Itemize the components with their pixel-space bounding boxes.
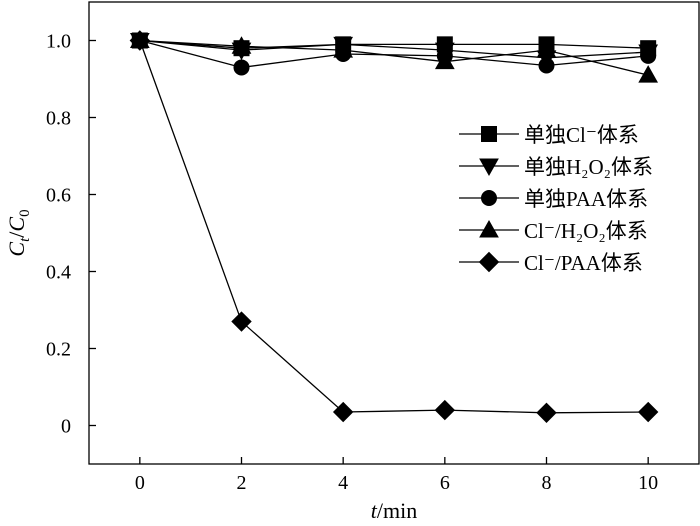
legend-label: 单独H₂O₂体系 <box>524 155 653 179</box>
y-tick-label: 0 <box>61 416 71 438</box>
data-point <box>434 399 456 421</box>
data-point <box>129 30 151 51</box>
data-point <box>638 65 659 83</box>
series-line <box>139 40 649 414</box>
legend-marker <box>481 190 497 206</box>
series-lines <box>129 30 659 424</box>
legend-marker <box>479 219 499 238</box>
x-axis-title: t/min <box>371 498 417 523</box>
data-point <box>332 401 354 423</box>
legend-label: 单独PAA体系 <box>524 187 648 211</box>
y-axis-separator: / <box>4 231 29 238</box>
x-axis-unit: /min <box>377 498 417 523</box>
x-tick-label: 0 <box>135 472 145 494</box>
data-point <box>536 402 557 424</box>
series-diamond <box>129 30 659 424</box>
x-tick-label: 6 <box>440 472 450 494</box>
series-line <box>139 39 649 69</box>
data-point <box>333 40 354 58</box>
y-tick-label: 0.2 <box>46 339 71 361</box>
series-line <box>139 39 649 76</box>
legend-marker <box>478 251 500 273</box>
series-circle <box>131 32 657 76</box>
data-point <box>536 40 557 58</box>
data-point <box>640 47 657 64</box>
data-point <box>231 36 252 54</box>
legend-item: 单独PAA体系 <box>459 187 648 211</box>
data-point <box>233 59 250 76</box>
legend-label: Cl⁻/H₂O₂体系 <box>524 219 648 243</box>
y-tick-label: 0.6 <box>46 185 71 207</box>
series-triangle-up <box>129 30 659 83</box>
y-tick-label: 1.0 <box>46 31 71 53</box>
axis-ticks: 0 2 4 6 8 10 0 0.2 0.4 0.6 0.8 1.0 <box>46 31 658 495</box>
y-axis-subscript-1: t <box>17 237 33 242</box>
series-triangle-down <box>129 33 659 68</box>
x-tick-label: 2 <box>237 472 247 494</box>
legend-item: 单独H₂O₂体系 <box>459 155 653 179</box>
plot-area-frame <box>88 1 700 465</box>
y-axis-variable-1: C <box>4 242 29 257</box>
y-axis-variable-2: C <box>4 217 29 232</box>
series-line <box>139 39 649 59</box>
series-line <box>139 39 649 49</box>
legend-label: Cl⁻/PAA体系 <box>524 251 643 275</box>
x-axis-variable: t <box>371 498 378 523</box>
x-tick-label: 10 <box>638 472 658 494</box>
legend-item: 单独Cl⁻体系 <box>459 123 639 147</box>
legend-item: Cl⁻/H₂O₂体系 <box>459 219 648 243</box>
y-tick-label: 0.8 <box>46 108 71 130</box>
legend-marker <box>479 158 499 177</box>
data-point <box>434 51 455 70</box>
legend-item: Cl⁻/PAA体系 <box>459 251 643 275</box>
data-point <box>637 401 659 423</box>
y-tick-label: 0.4 <box>46 262 71 284</box>
y-axis-title: Ct/C0 <box>4 209 33 256</box>
data-point <box>231 311 252 332</box>
y-axis-subscript-2: 0 <box>17 209 33 217</box>
data-point <box>538 57 555 74</box>
x-tick-label: 8 <box>542 472 552 494</box>
legend-label: 单独Cl⁻体系 <box>524 123 639 147</box>
legend-marker <box>481 126 497 142</box>
x-tick-label: 4 <box>338 472 348 494</box>
